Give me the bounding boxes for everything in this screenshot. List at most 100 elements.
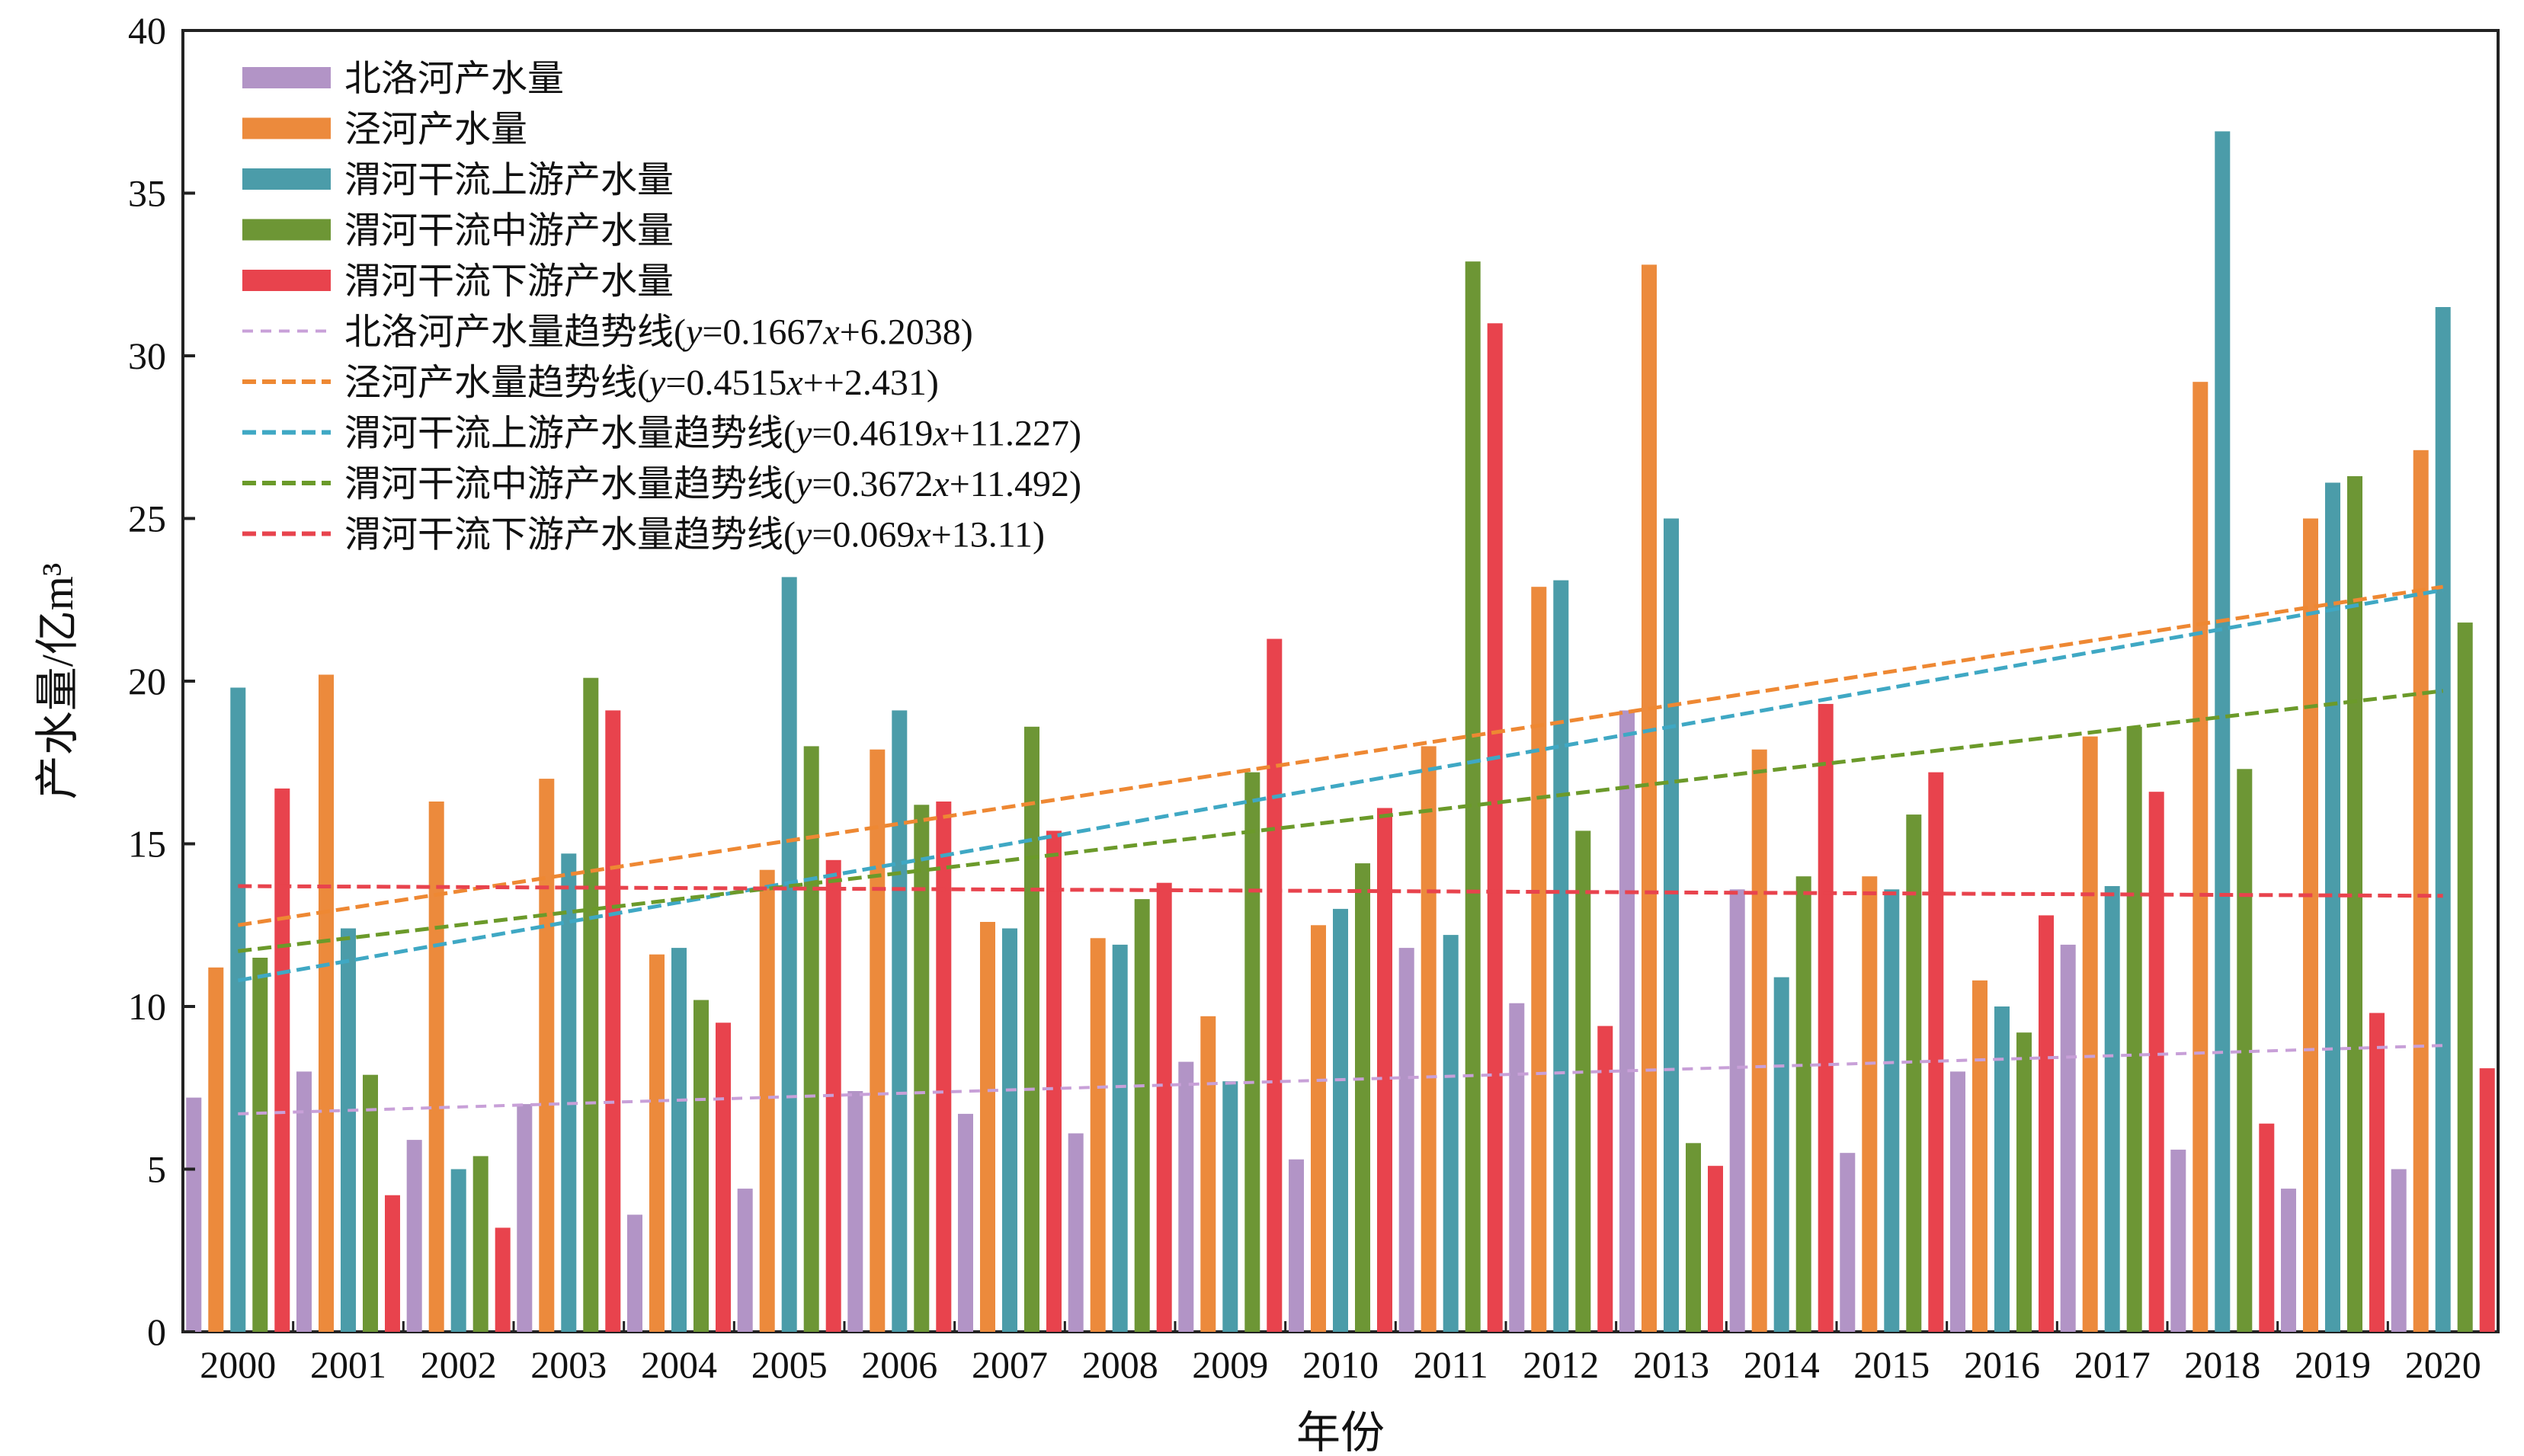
x-tick-label: 2009: [1192, 1343, 1268, 1386]
x-tick-label: 2012: [1523, 1343, 1599, 1386]
legend-swatch-series-4: [242, 219, 331, 241]
legend-label-trendline-1: 北洛河产水量趋势线(y=0.1667x+6.2038): [344, 312, 973, 353]
legend-label-trendline-2: 泾河产水量趋势线(y=0.4515x++2.431): [344, 363, 939, 403]
x-tick-label: 2019: [2295, 1343, 2371, 1386]
x-tick-label: 2015: [1853, 1343, 1930, 1386]
bar-series-2-2010: [1311, 925, 1326, 1333]
bar-series-3-2010: [1333, 908, 1348, 1332]
bar-series-4-2013: [1686, 1143, 1701, 1332]
bar-series-5-2019: [2369, 1013, 2385, 1332]
bar-series-1-2006: [847, 1091, 863, 1332]
bar-series-3-2016: [1994, 1006, 2010, 1332]
bar-series-2-2003: [539, 779, 555, 1332]
bar-series-5-2008: [1156, 882, 1172, 1332]
bar-series-4-2001: [363, 1074, 378, 1332]
bar-series-1-2011: [1398, 948, 1414, 1332]
legend-label-series-5: 渭河干流下游产水量: [344, 261, 674, 302]
bar-series-2-2019: [2303, 518, 2318, 1332]
y-tick-label: 35: [128, 172, 166, 215]
bar-series-4-2009: [1244, 772, 1260, 1332]
bar-series-1-2003: [517, 1104, 533, 1332]
bar-series-5-2000: [274, 788, 290, 1332]
x-tick-label: 2004: [641, 1343, 717, 1386]
legend-label-series-4: 渭河干流中游产水量: [344, 211, 674, 251]
bar-series-2-2009: [1200, 1016, 1216, 1332]
legend-label-trendline-4: 渭河干流中游产水量趋势线(y=0.3672x+11.492): [344, 464, 1081, 504]
bar-series-4-2008: [1134, 899, 1150, 1332]
bar-series-1-2012: [1509, 1003, 1525, 1332]
x-tick-label: 2001: [310, 1343, 386, 1386]
x-tick-label: 2002: [421, 1343, 497, 1386]
bar-series-3-2015: [1884, 889, 1900, 1332]
bar-series-2-2002: [428, 802, 444, 1332]
bar-series-4-2006: [914, 805, 930, 1332]
bar-series-3-2005: [781, 577, 797, 1332]
bar-series-5-2016: [2039, 915, 2054, 1332]
bar-series-3-2009: [1222, 1081, 1238, 1332]
bar-series-1-2009: [1178, 1061, 1194, 1332]
bar-series-4-2007: [1024, 726, 1039, 1332]
bar-series-2-2017: [2082, 736, 2098, 1332]
legend-label-series-2: 泾河产水量: [344, 110, 527, 150]
bar-series-1-2007: [958, 1113, 973, 1332]
bar-series-4-2000: [252, 958, 268, 1332]
bar-series-1-2013: [1619, 710, 1635, 1332]
bar-series-1-2015: [1840, 1153, 1856, 1332]
legend-label-trendline-5: 渭河干流下游产水量趋势线(y=0.069x+13.11): [344, 515, 1045, 555]
bar-series-5-2012: [1597, 1026, 1613, 1332]
bar-series-1-2005: [737, 1189, 753, 1332]
bar-series-4-2011: [1465, 261, 1481, 1333]
x-tick-label: 2020: [2405, 1343, 2481, 1386]
bar-series-2-2013: [1642, 264, 1657, 1332]
trendlines-layer: [237, 584, 2444, 1115]
bar-series-3-2013: [1664, 518, 1679, 1332]
trendline-2: [237, 584, 2444, 927]
bar-series-2-2004: [649, 954, 665, 1332]
bar-series-2-2008: [1090, 938, 1106, 1332]
x-tick-label: 2005: [751, 1343, 828, 1386]
legend-label-series-1: 北洛河产水量: [344, 59, 564, 99]
x-tick-label: 2010: [1302, 1343, 1379, 1386]
bar-series-4-2003: [583, 677, 599, 1332]
bar-series-3-2001: [341, 928, 356, 1332]
bar-series-5-2020: [2479, 1068, 2495, 1332]
bar-series-4-2002: [472, 1156, 488, 1332]
bar-series-2-2001: [319, 674, 334, 1332]
bar-series-4-2004: [693, 1000, 709, 1332]
y-axis: 0 5 10 15 20 25 30 35 40: [128, 9, 195, 1353]
x-tick-label: 2008: [1082, 1343, 1158, 1386]
bar-series-3-2014: [1773, 977, 1789, 1332]
bar-series-3-2018: [2215, 131, 2231, 1332]
bar-series-4-2010: [1355, 863, 1370, 1332]
bar-series-3-2002: [450, 1169, 466, 1332]
bar-series-1-2017: [2060, 944, 2076, 1332]
bar-series-1-2016: [1950, 1071, 1965, 1332]
bar-series-2-2000: [208, 967, 224, 1332]
bar-series-1-2014: [1729, 889, 1745, 1332]
y-tick-label: 10: [128, 985, 166, 1028]
bar-series-1-2018: [2170, 1149, 2186, 1332]
bar-series-4-2019: [2347, 476, 2362, 1332]
x-tick-label: 2000: [200, 1343, 276, 1386]
y-tick-label: 0: [147, 1310, 166, 1353]
trendline-1: [238, 1044, 2443, 1115]
x-tick-label: 2017: [2074, 1343, 2151, 1386]
bar-series-3-2011: [1443, 935, 1459, 1332]
bar-series-1-2008: [1068, 1133, 1084, 1332]
legend-swatch-series-1: [242, 67, 331, 88]
y-tick-label: 5: [147, 1148, 166, 1191]
bar-series-2-2011: [1421, 746, 1437, 1332]
bar-series-5-2015: [1928, 772, 1944, 1332]
bar-series-2-2015: [1862, 876, 1878, 1332]
bar-series-2-2005: [759, 869, 775, 1332]
x-tick-label: 2006: [861, 1343, 937, 1386]
bar-series-3-2019: [2325, 482, 2340, 1332]
x-tick-label: 2014: [1744, 1343, 1820, 1386]
x-tick-label: 2018: [2184, 1343, 2260, 1386]
bar-series-5-2014: [1818, 703, 1834, 1332]
bar-series-4-2015: [1906, 814, 1922, 1332]
bar-series-5-2003: [605, 710, 621, 1332]
bar-series-4-2020: [2457, 622, 2473, 1332]
bar-series-3-2012: [1553, 580, 1569, 1332]
bar-series-1-2020: [2391, 1169, 2407, 1332]
